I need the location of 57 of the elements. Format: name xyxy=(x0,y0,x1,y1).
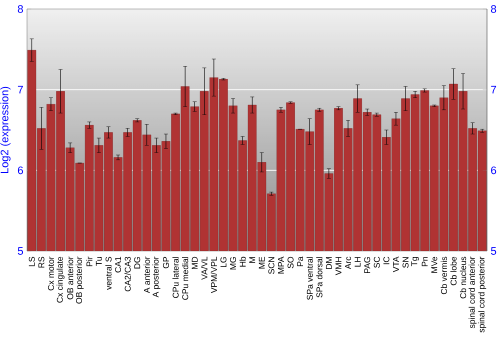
x-tick-label: CA1 xyxy=(115,256,122,272)
x-tick-label: SCN xyxy=(268,257,274,274)
x-tick-label: M xyxy=(249,257,256,263)
y-tick-label: 8 xyxy=(18,5,23,13)
y2-tick-label: 6 xyxy=(491,166,496,174)
x-tick-label: Cx cingulate xyxy=(56,256,64,303)
x-tick-label: Pa xyxy=(297,256,304,266)
x-tick-label: GP xyxy=(162,256,169,268)
y-axis-title: Log2 (expression) xyxy=(0,86,11,173)
x-tick-label: VMH xyxy=(336,257,342,276)
x-tick-label: Tg xyxy=(411,256,419,266)
x-tick-label: CA2/CA3 xyxy=(124,256,131,292)
x-tick-label: MG xyxy=(230,257,236,270)
x-tick-label: Hb xyxy=(240,256,246,267)
x-tick-label: A posterior xyxy=(152,256,160,298)
x-tick-label: SO xyxy=(288,256,294,268)
x-tick-label: DM xyxy=(326,257,332,269)
x-tick-label: CPu lateral xyxy=(172,257,179,298)
y-tick-label: 5 xyxy=(18,247,24,255)
x-tick-label: LS xyxy=(28,256,35,266)
x-tick-label: MVe xyxy=(431,256,438,273)
y2-tick-label: 5 xyxy=(490,247,496,255)
x-tick-label: RS xyxy=(38,256,44,268)
x-tick-label: MPA xyxy=(278,256,284,274)
x-tick-label: ventral S xyxy=(105,256,112,290)
x-tick-label: spinal cord anterior xyxy=(468,256,477,328)
x-tick-label: CPu medial xyxy=(182,257,188,300)
x-tick-label: MD xyxy=(192,256,198,269)
y2-tick-label: 7 xyxy=(491,86,496,94)
x-tick-label: SPa ventral xyxy=(306,257,313,300)
x-tick-label: spinal cord posterior xyxy=(478,256,486,332)
x-tick-label: PAG xyxy=(364,257,370,274)
x-tick-label: Pn xyxy=(422,257,428,266)
x-tick-label: Cx motor xyxy=(48,256,54,290)
x-tick-label: SPa dorsal xyxy=(316,257,322,298)
x-tick-label: Pir xyxy=(86,256,92,266)
x-tick-label: VA/VL xyxy=(201,256,208,280)
x-tick-label: Cb vermis xyxy=(440,256,447,294)
x-tick-label: Arc xyxy=(345,256,351,270)
x-tick-label: Cb nucleus xyxy=(460,256,466,298)
x-tick-label: IC xyxy=(383,256,390,264)
x-tick-label: A anterior xyxy=(144,256,150,294)
x-tick-label: SC xyxy=(374,256,380,268)
x-tick-label: SN xyxy=(402,257,409,268)
x-tick-label: VPM/VPL xyxy=(210,256,217,294)
x-tick-label: Cb lobe xyxy=(450,256,457,286)
y-tick-label: 6 xyxy=(18,166,23,174)
y2-tick-label: 8 xyxy=(490,5,496,13)
y-tick-label: 7 xyxy=(18,86,23,94)
x-tick-label: DG xyxy=(134,257,140,268)
x-tick-label: LG xyxy=(220,257,226,268)
x-tick-label: LH xyxy=(354,257,361,267)
x-tick-label: OB posterior xyxy=(76,256,84,304)
x-tick-label: OB anterior xyxy=(67,256,74,300)
x-tick-label: Tu xyxy=(96,257,102,266)
x-tick-label: VTA xyxy=(393,256,399,272)
x-tick-label: ME xyxy=(258,256,265,268)
